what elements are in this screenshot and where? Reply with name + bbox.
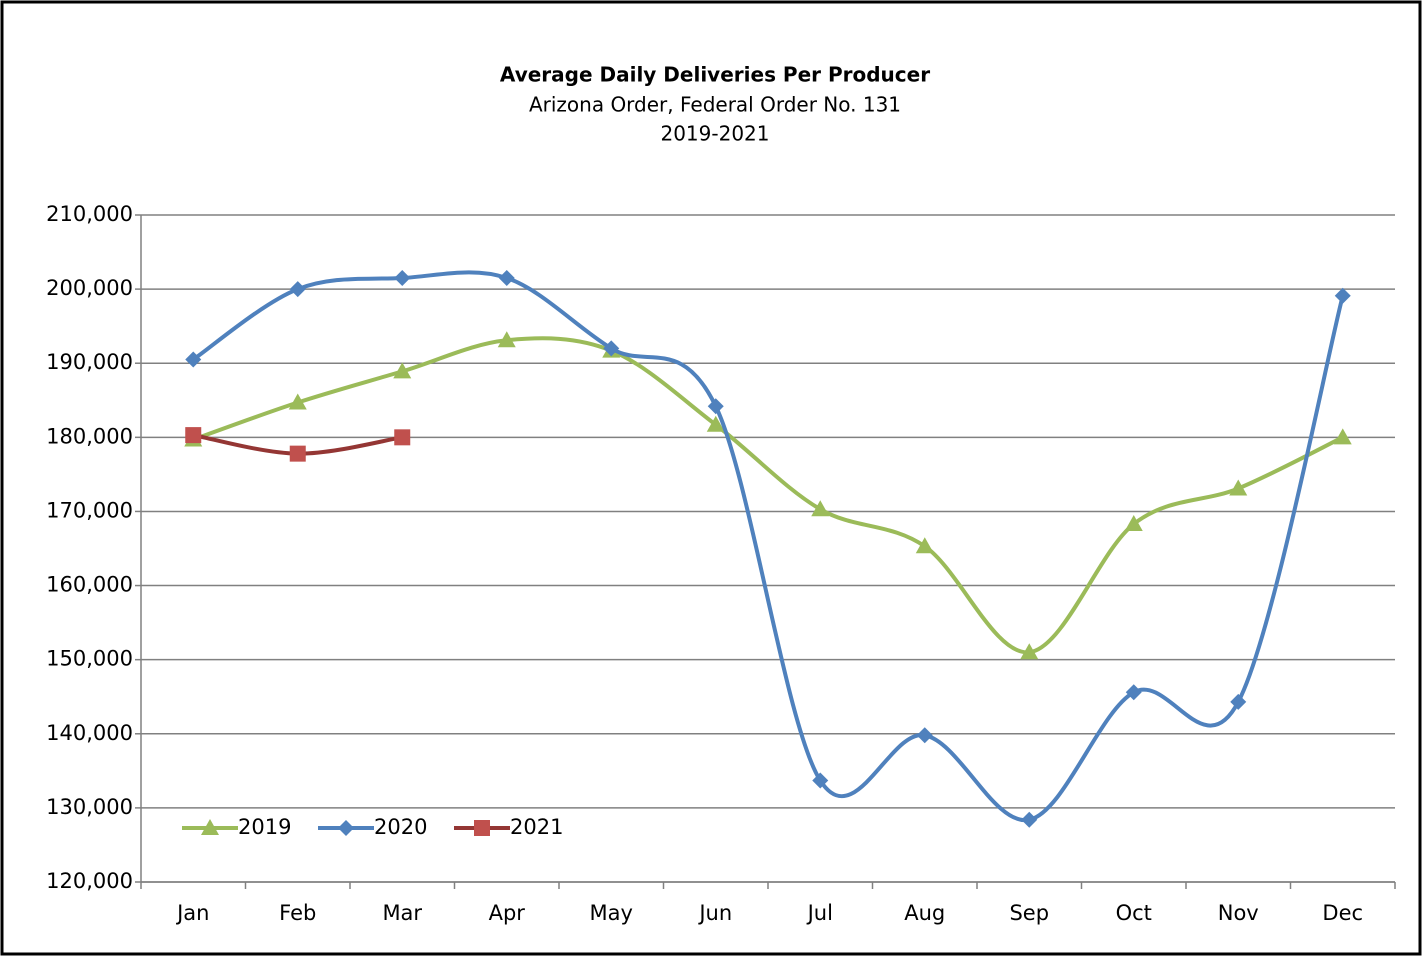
x-tick-label: Sep xyxy=(1009,901,1049,925)
series-line xyxy=(192,270,1345,822)
x-tick-label: Nov xyxy=(1218,901,1259,925)
marker xyxy=(394,269,411,286)
marker xyxy=(915,537,934,554)
y-tick-label: 190,000 xyxy=(46,350,133,374)
legend-marker xyxy=(338,820,354,836)
marker xyxy=(497,331,516,348)
marker xyxy=(288,393,307,410)
y-tick-label: 140,000 xyxy=(46,721,133,745)
marker xyxy=(916,727,933,744)
x-tick-label: Dec xyxy=(1322,901,1363,925)
chart-subtitle: 2019-2021 xyxy=(660,122,769,146)
marker xyxy=(1021,811,1038,828)
chart-title: Average Daily Deliveries Per Producer xyxy=(500,63,930,87)
marker xyxy=(603,340,620,357)
marker xyxy=(1125,684,1142,701)
marker xyxy=(1229,479,1248,496)
chart-subtitle: Arizona Order, Federal Order No. 131 xyxy=(529,93,901,117)
marker xyxy=(289,445,306,462)
legend-label: 2021 xyxy=(510,815,563,839)
x-tick-label: Apr xyxy=(489,901,526,925)
y-tick-label: 210,000 xyxy=(46,202,133,226)
marker xyxy=(498,269,515,286)
x-tick-label: Aug xyxy=(904,901,945,925)
marker xyxy=(1333,428,1352,445)
y-tick-label: 150,000 xyxy=(46,647,133,671)
legend-label: 2019 xyxy=(238,815,291,839)
x-tick-label: Oct xyxy=(1116,901,1152,925)
y-tick-label: 160,000 xyxy=(46,573,133,597)
marker xyxy=(1334,287,1351,304)
marker xyxy=(812,772,829,789)
x-tick-label: May xyxy=(590,901,633,925)
marker xyxy=(185,351,202,368)
marker xyxy=(393,362,412,379)
marker xyxy=(1230,693,1247,710)
legend-marker xyxy=(201,819,219,835)
marker xyxy=(707,398,724,415)
marker xyxy=(394,429,411,446)
legend-marker xyxy=(474,820,490,836)
marker xyxy=(1020,643,1039,660)
x-tick-label: Jul xyxy=(806,901,833,925)
legend-label: 2020 xyxy=(374,815,427,839)
y-tick-label: 120,000 xyxy=(46,869,133,893)
marker xyxy=(706,415,725,432)
y-tick-label: 200,000 xyxy=(46,276,133,300)
x-tick-label: Jun xyxy=(697,901,732,925)
x-tick-label: Jan xyxy=(175,901,209,925)
y-tick-label: 180,000 xyxy=(46,424,133,448)
y-tick-label: 130,000 xyxy=(46,795,133,819)
marker xyxy=(811,500,830,517)
marker xyxy=(289,281,306,298)
x-tick-label: Mar xyxy=(382,901,422,925)
x-tick-label: Feb xyxy=(279,901,316,925)
y-tick-label: 170,000 xyxy=(46,498,133,522)
marker xyxy=(185,427,202,444)
marker xyxy=(1124,515,1143,532)
